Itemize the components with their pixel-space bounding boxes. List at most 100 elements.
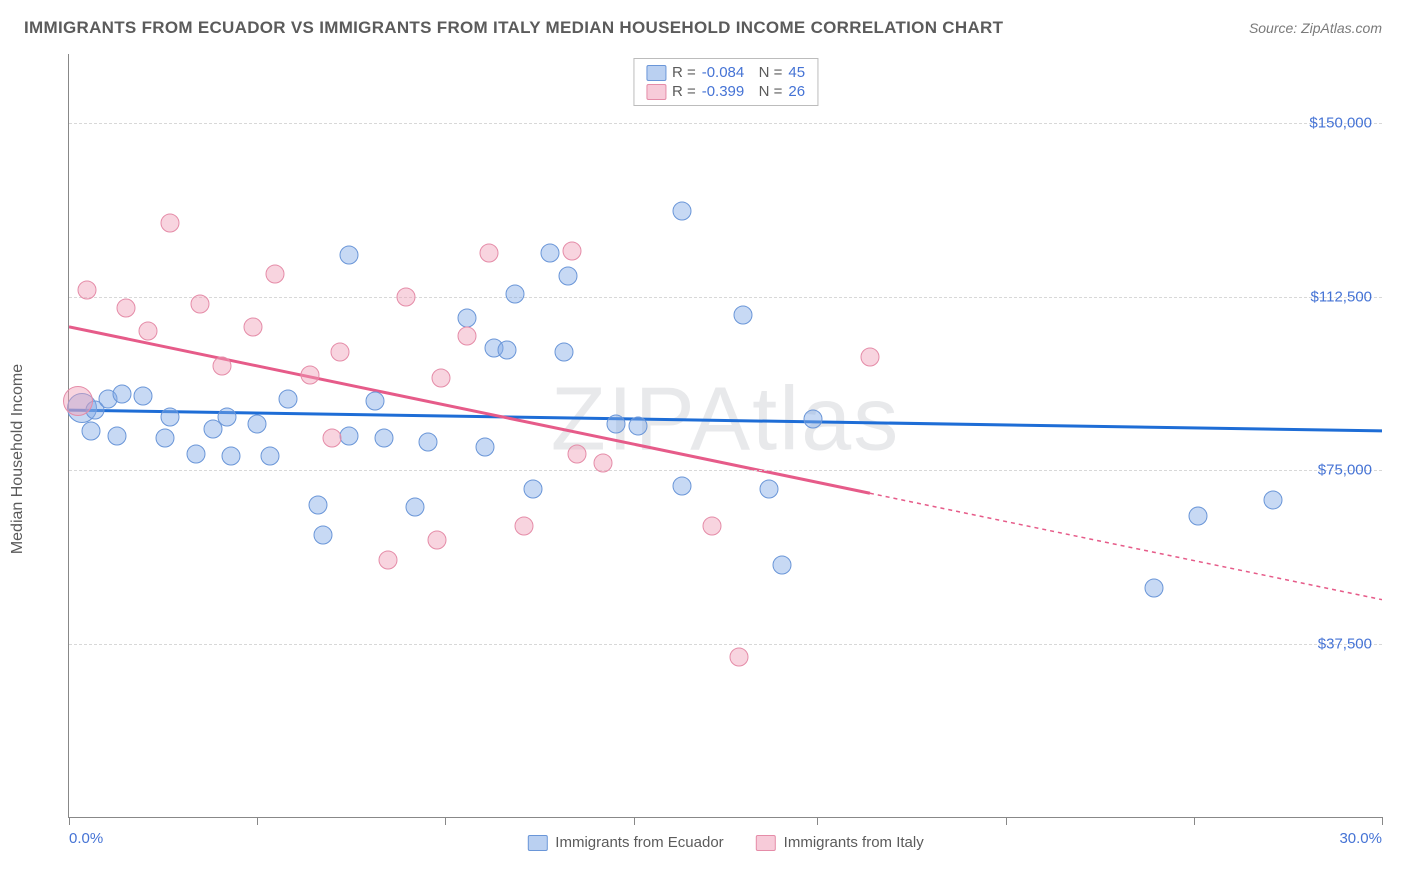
- x-tick: [1006, 817, 1007, 825]
- scatter-point: [134, 387, 153, 406]
- legend-row: R = -0.399 N = 26: [646, 82, 805, 101]
- scatter-point: [497, 340, 516, 359]
- scatter-point: [729, 648, 748, 667]
- scatter-point: [1189, 507, 1208, 526]
- scatter-point: [309, 495, 328, 514]
- scatter-point: [191, 294, 210, 313]
- scatter-point: [156, 428, 175, 447]
- scatter-point: [186, 444, 205, 463]
- scatter-point: [760, 479, 779, 498]
- scatter-point: [313, 525, 332, 544]
- legend-label: Immigrants from Ecuador: [555, 834, 723, 851]
- scatter-point: [213, 357, 232, 376]
- n-value: 26: [788, 83, 805, 100]
- scatter-point: [506, 285, 525, 304]
- scatter-point: [300, 366, 319, 385]
- scatter-point: [672, 202, 691, 221]
- scatter-point: [81, 421, 100, 440]
- y-axis-label: Median Household Income: [9, 364, 27, 554]
- correlation-legend: R = -0.084 N = 45 R = -0.399 N = 26: [633, 58, 818, 106]
- swatch-icon: [646, 84, 666, 100]
- gridline: [69, 297, 1382, 298]
- scatter-point: [515, 516, 534, 535]
- scatter-point: [366, 391, 385, 410]
- n-value: 45: [788, 64, 805, 81]
- scatter-point: [427, 530, 446, 549]
- x-tick: [257, 817, 258, 825]
- scatter-point: [734, 306, 753, 325]
- scatter-point: [265, 264, 284, 283]
- scatter-point: [1263, 491, 1282, 510]
- trend-lines: [69, 54, 1382, 817]
- x-tick: [817, 817, 818, 825]
- gridline: [69, 644, 1382, 645]
- r-label: R =: [672, 64, 696, 81]
- legend-label: Immigrants from Italy: [784, 834, 924, 851]
- scatter-point: [563, 241, 582, 260]
- scatter-point: [322, 428, 341, 447]
- scatter-point: [261, 447, 280, 466]
- scatter-point: [63, 386, 93, 416]
- scatter-point: [160, 408, 179, 427]
- scatter-point: [138, 322, 157, 341]
- x-tick: [1382, 817, 1383, 825]
- scatter-point: [375, 428, 394, 447]
- scatter-point: [480, 243, 499, 262]
- gridline: [69, 470, 1382, 471]
- scatter-point: [405, 498, 424, 517]
- scatter-point: [593, 454, 612, 473]
- title-row: IMMIGRANTS FROM ECUADOR VS IMMIGRANTS FR…: [0, 0, 1406, 46]
- scatter-point: [112, 384, 131, 403]
- scatter-point: [379, 551, 398, 570]
- scatter-point: [340, 426, 359, 445]
- scatter-point: [160, 213, 179, 232]
- scatter-point: [432, 368, 451, 387]
- scatter-point: [1145, 579, 1164, 598]
- x-tick: [1194, 817, 1195, 825]
- scatter-point: [773, 555, 792, 574]
- scatter-point: [567, 444, 586, 463]
- scatter-point: [340, 246, 359, 265]
- scatter-point: [607, 414, 626, 433]
- chart-title: IMMIGRANTS FROM ECUADOR VS IMMIGRANTS FR…: [24, 18, 1003, 38]
- r-value: -0.399: [702, 83, 745, 100]
- chart-container: Median Household Income ZIPAtlas R = -0.…: [24, 54, 1382, 864]
- legend-item: Immigrants from Ecuador: [527, 834, 723, 851]
- scatter-point: [116, 299, 135, 318]
- scatter-point: [397, 287, 416, 306]
- swatch-icon: [646, 65, 666, 81]
- legend-item: Immigrants from Italy: [756, 834, 924, 851]
- r-label: R =: [672, 83, 696, 100]
- swatch-icon: [756, 835, 776, 851]
- scatter-point: [458, 327, 477, 346]
- scatter-point: [243, 317, 262, 336]
- source-label: Source: ZipAtlas.com: [1249, 20, 1382, 36]
- y-tick-label: $112,500: [1311, 288, 1372, 305]
- scatter-point: [860, 347, 879, 366]
- scatter-point: [331, 343, 350, 362]
- series-legend: Immigrants from Ecuador Immigrants from …: [527, 834, 923, 851]
- legend-row: R = -0.084 N = 45: [646, 63, 805, 82]
- scatter-point: [541, 243, 560, 262]
- scatter-point: [628, 417, 647, 436]
- gridline: [69, 123, 1382, 124]
- swatch-icon: [527, 835, 547, 851]
- x-max-label: 30.0%: [1339, 830, 1382, 847]
- scatter-point: [458, 308, 477, 327]
- scatter-point: [554, 343, 573, 362]
- scatter-point: [278, 389, 297, 408]
- scatter-point: [558, 266, 577, 285]
- scatter-point: [523, 479, 542, 498]
- y-tick-label: $37,500: [1318, 635, 1372, 652]
- scatter-point: [77, 280, 96, 299]
- x-tick: [69, 817, 70, 825]
- scatter-point: [418, 433, 437, 452]
- x-min-label: 0.0%: [69, 830, 103, 847]
- scatter-point: [672, 477, 691, 496]
- scatter-point: [217, 408, 236, 427]
- r-value: -0.084: [702, 64, 745, 81]
- scatter-point: [703, 516, 722, 535]
- scatter-point: [475, 438, 494, 457]
- n-label: N =: [750, 83, 782, 100]
- y-tick-label: $150,000: [1309, 115, 1372, 132]
